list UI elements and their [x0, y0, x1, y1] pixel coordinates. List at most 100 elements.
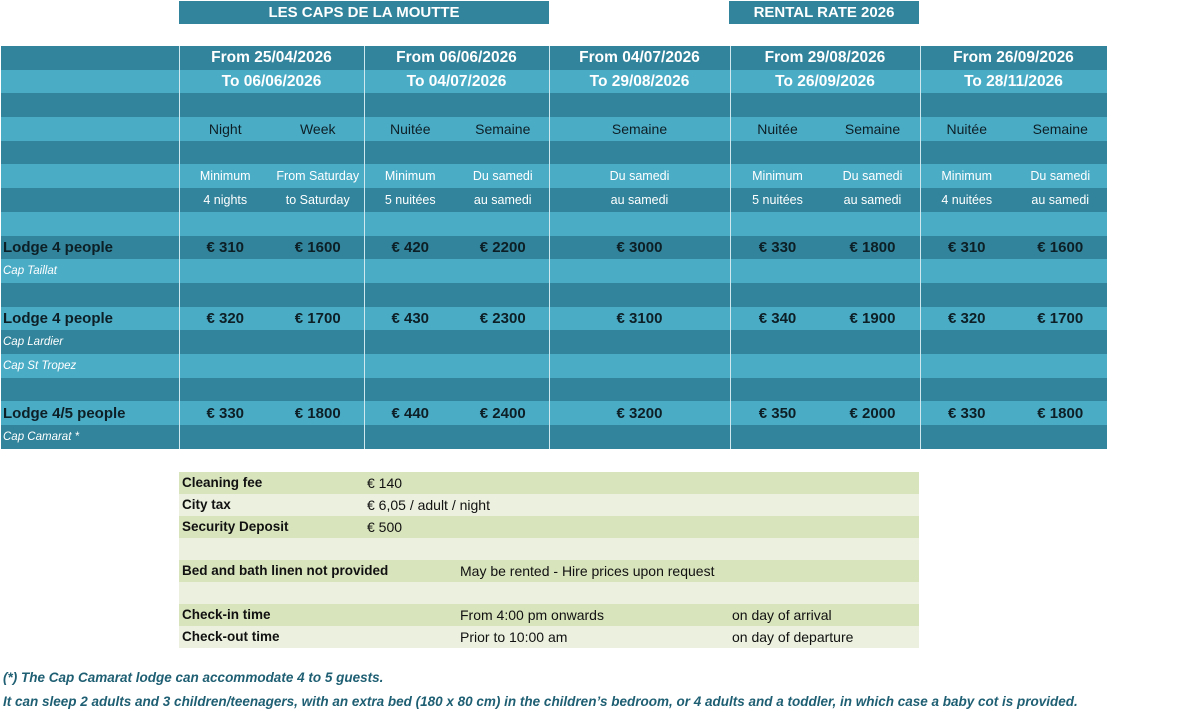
stay-condition: Du samedi	[609, 169, 670, 184]
stay-condition: 5 nuitées	[384, 192, 436, 207]
lodge-price: € 310	[206, 238, 245, 256]
table-row: Minimum From Saturday Minimum Du samedi Du s…	[1, 164, 1107, 189]
column-divider	[549, 46, 550, 449]
period-to: To 29/08/2026	[589, 72, 690, 90]
fee-value: € 6,05 / adult / night	[367, 497, 490, 513]
table-row: 4 nights to Saturday 5 nuitées au samedi au …	[1, 188, 1107, 212]
stay-condition: au samedi	[610, 192, 669, 207]
table-row: Cap Taillat	[1, 259, 1107, 283]
lodge-price: € 2300	[479, 309, 526, 327]
lodge-price: € 3100	[616, 309, 663, 327]
lodge-location: Cap Lardier	[3, 336, 64, 349]
footnote-1: (*) The Cap Camarat lodge can accommodat…	[3, 670, 384, 685]
rate-type-label: Nuitée	[390, 120, 431, 137]
fee-row: Check-out time Prior to 10:00 am on day of…	[179, 626, 919, 648]
period-from: From 26/09/2026	[953, 48, 1074, 66]
fee-label: Security Deposit	[182, 519, 289, 534]
lodge-price: € 2200	[479, 238, 526, 256]
fee-row: Security Deposit € 500	[179, 516, 919, 538]
column-divider	[364, 46, 365, 449]
fee-value: € 500	[367, 519, 403, 535]
lodge-price: € 330	[947, 404, 986, 422]
table-row: Lodge 4 people € 320 € 1700 € 430 € 2300 € 31…	[1, 306, 1107, 331]
column-divider	[179, 46, 180, 449]
fee-label: Bed and bath linen not provided	[182, 563, 389, 578]
lodge-location: Cap Camarat *	[3, 430, 80, 443]
lodge-price: € 1600	[1037, 238, 1084, 256]
lodge-location: Cap Taillat	[3, 265, 57, 278]
lodge-price: € 330	[206, 404, 245, 422]
stay-condition: Minimum	[384, 169, 436, 184]
fee-note: on day of departure	[732, 629, 854, 645]
lodge-price: € 420	[391, 238, 430, 256]
rate-type-label: Nuitée	[757, 120, 798, 137]
table-row: Cap Camarat *	[1, 425, 1107, 449]
rate-type-label: Nuitée	[946, 120, 987, 137]
table-row	[1, 377, 1107, 402]
title-rental-rate: RENTAL RATE 2026	[729, 1, 919, 24]
table-row: Lodge 4/5 people € 330 € 1800 € 440 € 2400 € …	[1, 401, 1107, 425]
table-row	[1, 93, 1107, 118]
stay-condition: Du samedi	[842, 169, 903, 184]
rate-type-label: Semaine	[844, 120, 901, 137]
lodge-location: Cap St Tropez	[3, 359, 77, 372]
fee-label: City tax	[182, 497, 231, 512]
stay-condition: Du samedi	[472, 169, 533, 184]
fee-detail: May be rented - Hire prices upon request	[460, 563, 715, 579]
lodge-price: € 1800	[294, 404, 341, 422]
lodge-price: € 1800	[849, 238, 896, 256]
lodge-price: € 340	[758, 309, 797, 327]
stay-condition: to Saturday	[285, 192, 350, 207]
lodge-price: € 320	[206, 309, 245, 327]
fee-row	[179, 538, 919, 560]
lodge-name: Lodge 4 people	[3, 238, 114, 256]
table-row: Cap Lardier	[1, 330, 1107, 354]
rate-type-label: Week	[299, 120, 336, 137]
period-to: To 04/07/2026	[406, 72, 507, 90]
fee-label: Check-out time	[182, 629, 280, 644]
fee-row	[179, 582, 919, 604]
lodge-price: € 310	[947, 238, 986, 256]
lodge-price: € 1700	[1037, 309, 1084, 327]
lodge-price: € 440	[391, 404, 430, 422]
lodge-price: € 2400	[479, 404, 526, 422]
fee-detail: Prior to 10:00 am	[460, 629, 568, 645]
footnote-2: It can sleep 2 adults and 3 children/tee…	[3, 694, 1078, 709]
fee-note: on day of arrival	[732, 607, 832, 623]
stay-condition: Minimum	[752, 169, 803, 184]
stay-condition: Minimum	[199, 169, 251, 184]
stay-condition: From Saturday	[276, 169, 360, 184]
stay-condition: 4 nuitées	[941, 192, 993, 207]
period-to: To 28/11/2026	[964, 72, 1063, 90]
lodge-price: € 1800	[1037, 404, 1084, 422]
rate-type-label: Night	[208, 120, 242, 137]
lodge-price: € 3000	[616, 238, 663, 256]
fee-row: Cleaning fee € 140	[179, 472, 919, 494]
table-row	[1, 140, 1107, 165]
lodge-price: € 350	[758, 404, 797, 422]
fee-row: Bed and bath linen not provided May be re…	[179, 560, 919, 582]
table-row: Cap St Tropez	[1, 353, 1107, 378]
rates-table: From 25/04/2026 From 06/06/2026 From 04/07…	[1, 46, 1107, 449]
stay-condition: Du samedi	[1030, 169, 1091, 184]
stay-condition: au samedi	[473, 192, 532, 207]
table-row	[1, 211, 1107, 236]
stay-condition: au samedi	[843, 192, 902, 207]
lodge-price: € 330	[758, 238, 797, 256]
table-row: Lodge 4 people € 310 € 1600 € 420 € 2200 € 30…	[1, 235, 1107, 260]
period-from: From 06/06/2026	[396, 48, 517, 66]
lodge-price: € 1700	[294, 309, 341, 327]
table-row: From 25/04/2026 From 06/06/2026 From 04/07…	[1, 46, 1107, 70]
lodge-price: € 1600	[294, 238, 341, 256]
stay-condition: 4 nights	[203, 192, 248, 207]
fee-label: Check-in time	[182, 607, 271, 622]
lodge-price: € 3200	[616, 404, 663, 422]
period-to: To 26/09/2026	[775, 72, 875, 90]
period-from: From 04/07/2026	[579, 48, 700, 66]
lodge-name: Lodge 4/5 people	[3, 404, 126, 422]
fee-label: Cleaning fee	[182, 475, 263, 490]
table-row: To 06/06/2026 To 04/07/2026 To 29/08/2026 T…	[1, 69, 1107, 94]
fee-value: € 140	[367, 475, 403, 491]
lodge-name: Lodge 4 people	[3, 309, 114, 327]
lodge-price: € 2000	[849, 404, 896, 422]
